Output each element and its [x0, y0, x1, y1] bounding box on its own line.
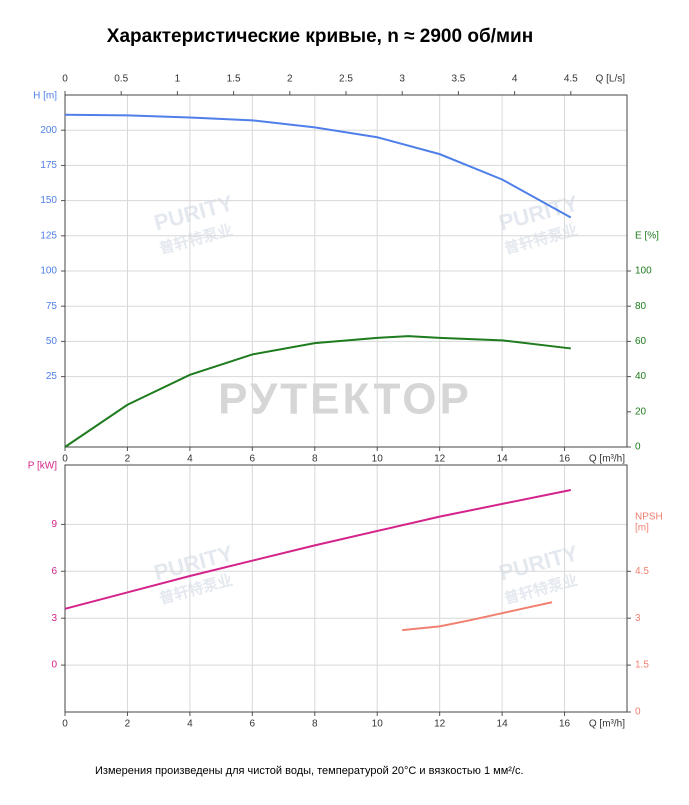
y2-tick-label: 3	[635, 613, 641, 624]
x2-tick-label: 4.5	[564, 74, 578, 85]
y2-tick-label: 20	[635, 406, 647, 417]
x-tick-label: 0	[62, 719, 68, 730]
y2-tick-label: 0	[635, 442, 641, 453]
note: Измерения произведены для чистой воды, т…	[95, 765, 524, 777]
x-tick-label: 6	[250, 454, 256, 465]
x-tick-label: 12	[434, 719, 446, 730]
y2-axis-label: NPSH	[635, 512, 663, 523]
y-tick-label: 50	[46, 336, 58, 347]
x-tick-label: 2	[125, 719, 131, 730]
plot-frame	[64, 94, 628, 448]
x2-tick-label: 0.5	[114, 74, 128, 85]
x2-tick-label: 3.5	[451, 74, 465, 85]
x2-tick-label: 2.5	[339, 74, 353, 85]
y-tick-label: 200	[40, 125, 57, 136]
y2-tick-label: 0	[635, 707, 641, 718]
x2-axis-label: Q [L/s]	[596, 74, 626, 85]
x2-tick-label: 4	[512, 74, 518, 85]
y2-tick-label: 4.5	[635, 566, 649, 577]
x-axis-label: Q [m³/h]	[589, 719, 625, 730]
y2-tick-label: 1.5	[635, 660, 649, 671]
x-tick-label: 6	[250, 719, 256, 730]
y-axis-label: H [m]	[33, 91, 57, 102]
x-axis-label: Q [m³/h]	[589, 454, 625, 465]
y-tick-label: 6	[51, 566, 57, 577]
watermark: PURITY 普轩特泵业 PURITY 普轩特泵业 PURITY 普轩特泵业 P…	[151, 190, 581, 607]
x-tick-label: 4	[187, 454, 193, 465]
chart-title: Характеристические кривые, n ≈ 2900 об/м…	[107, 26, 533, 47]
x2-tick-label: 2	[287, 74, 293, 85]
y-tick-label: 100	[40, 266, 57, 277]
y-tick-label: 125	[40, 230, 57, 241]
x-tick-label: 8	[312, 454, 318, 465]
y2-axis-label: E [%]	[635, 231, 659, 242]
series-line	[64, 113, 572, 219]
x2-tick-label: 1.5	[227, 74, 241, 85]
y2-axis-label: [m]	[635, 523, 649, 534]
x2-tick-label: 3	[399, 74, 405, 85]
series-line	[402, 601, 553, 632]
y-tick-label: 0	[51, 660, 57, 671]
watermark-main: РУТЕКТОР	[218, 375, 472, 424]
x-tick-label: 14	[497, 719, 509, 730]
series-line	[64, 335, 571, 448]
series-line	[64, 489, 571, 610]
x-tick-label: 4	[187, 719, 193, 730]
x-tick-label: 16	[559, 719, 571, 730]
y-axis-label: P [kW]	[28, 461, 57, 472]
x-tick-label: 8	[312, 719, 318, 730]
x-tick-label: 16	[559, 454, 571, 465]
y-tick-label: 75	[46, 301, 58, 312]
y-tick-label: 25	[46, 371, 58, 382]
y-tick-label: 9	[51, 519, 57, 530]
x-tick-label: 2	[125, 454, 131, 465]
y2-tick-label: 80	[635, 301, 647, 312]
x-tick-label: 10	[372, 719, 384, 730]
y2-tick-label: 60	[635, 336, 647, 347]
x-tick-label: 0	[62, 454, 68, 465]
y-tick-label: 175	[40, 160, 57, 171]
x-tick-label: 10	[372, 454, 384, 465]
plot-frame	[64, 464, 628, 713]
y-tick-label: 3	[51, 613, 57, 624]
y-tick-label: 150	[40, 195, 57, 206]
y2-tick-label: 100	[635, 266, 652, 277]
y2-tick-label: 40	[635, 371, 647, 382]
x2-tick-label: 0	[62, 74, 68, 85]
x-tick-label: 14	[497, 454, 509, 465]
x-tick-label: 12	[434, 454, 446, 465]
x2-tick-label: 1	[175, 74, 181, 85]
